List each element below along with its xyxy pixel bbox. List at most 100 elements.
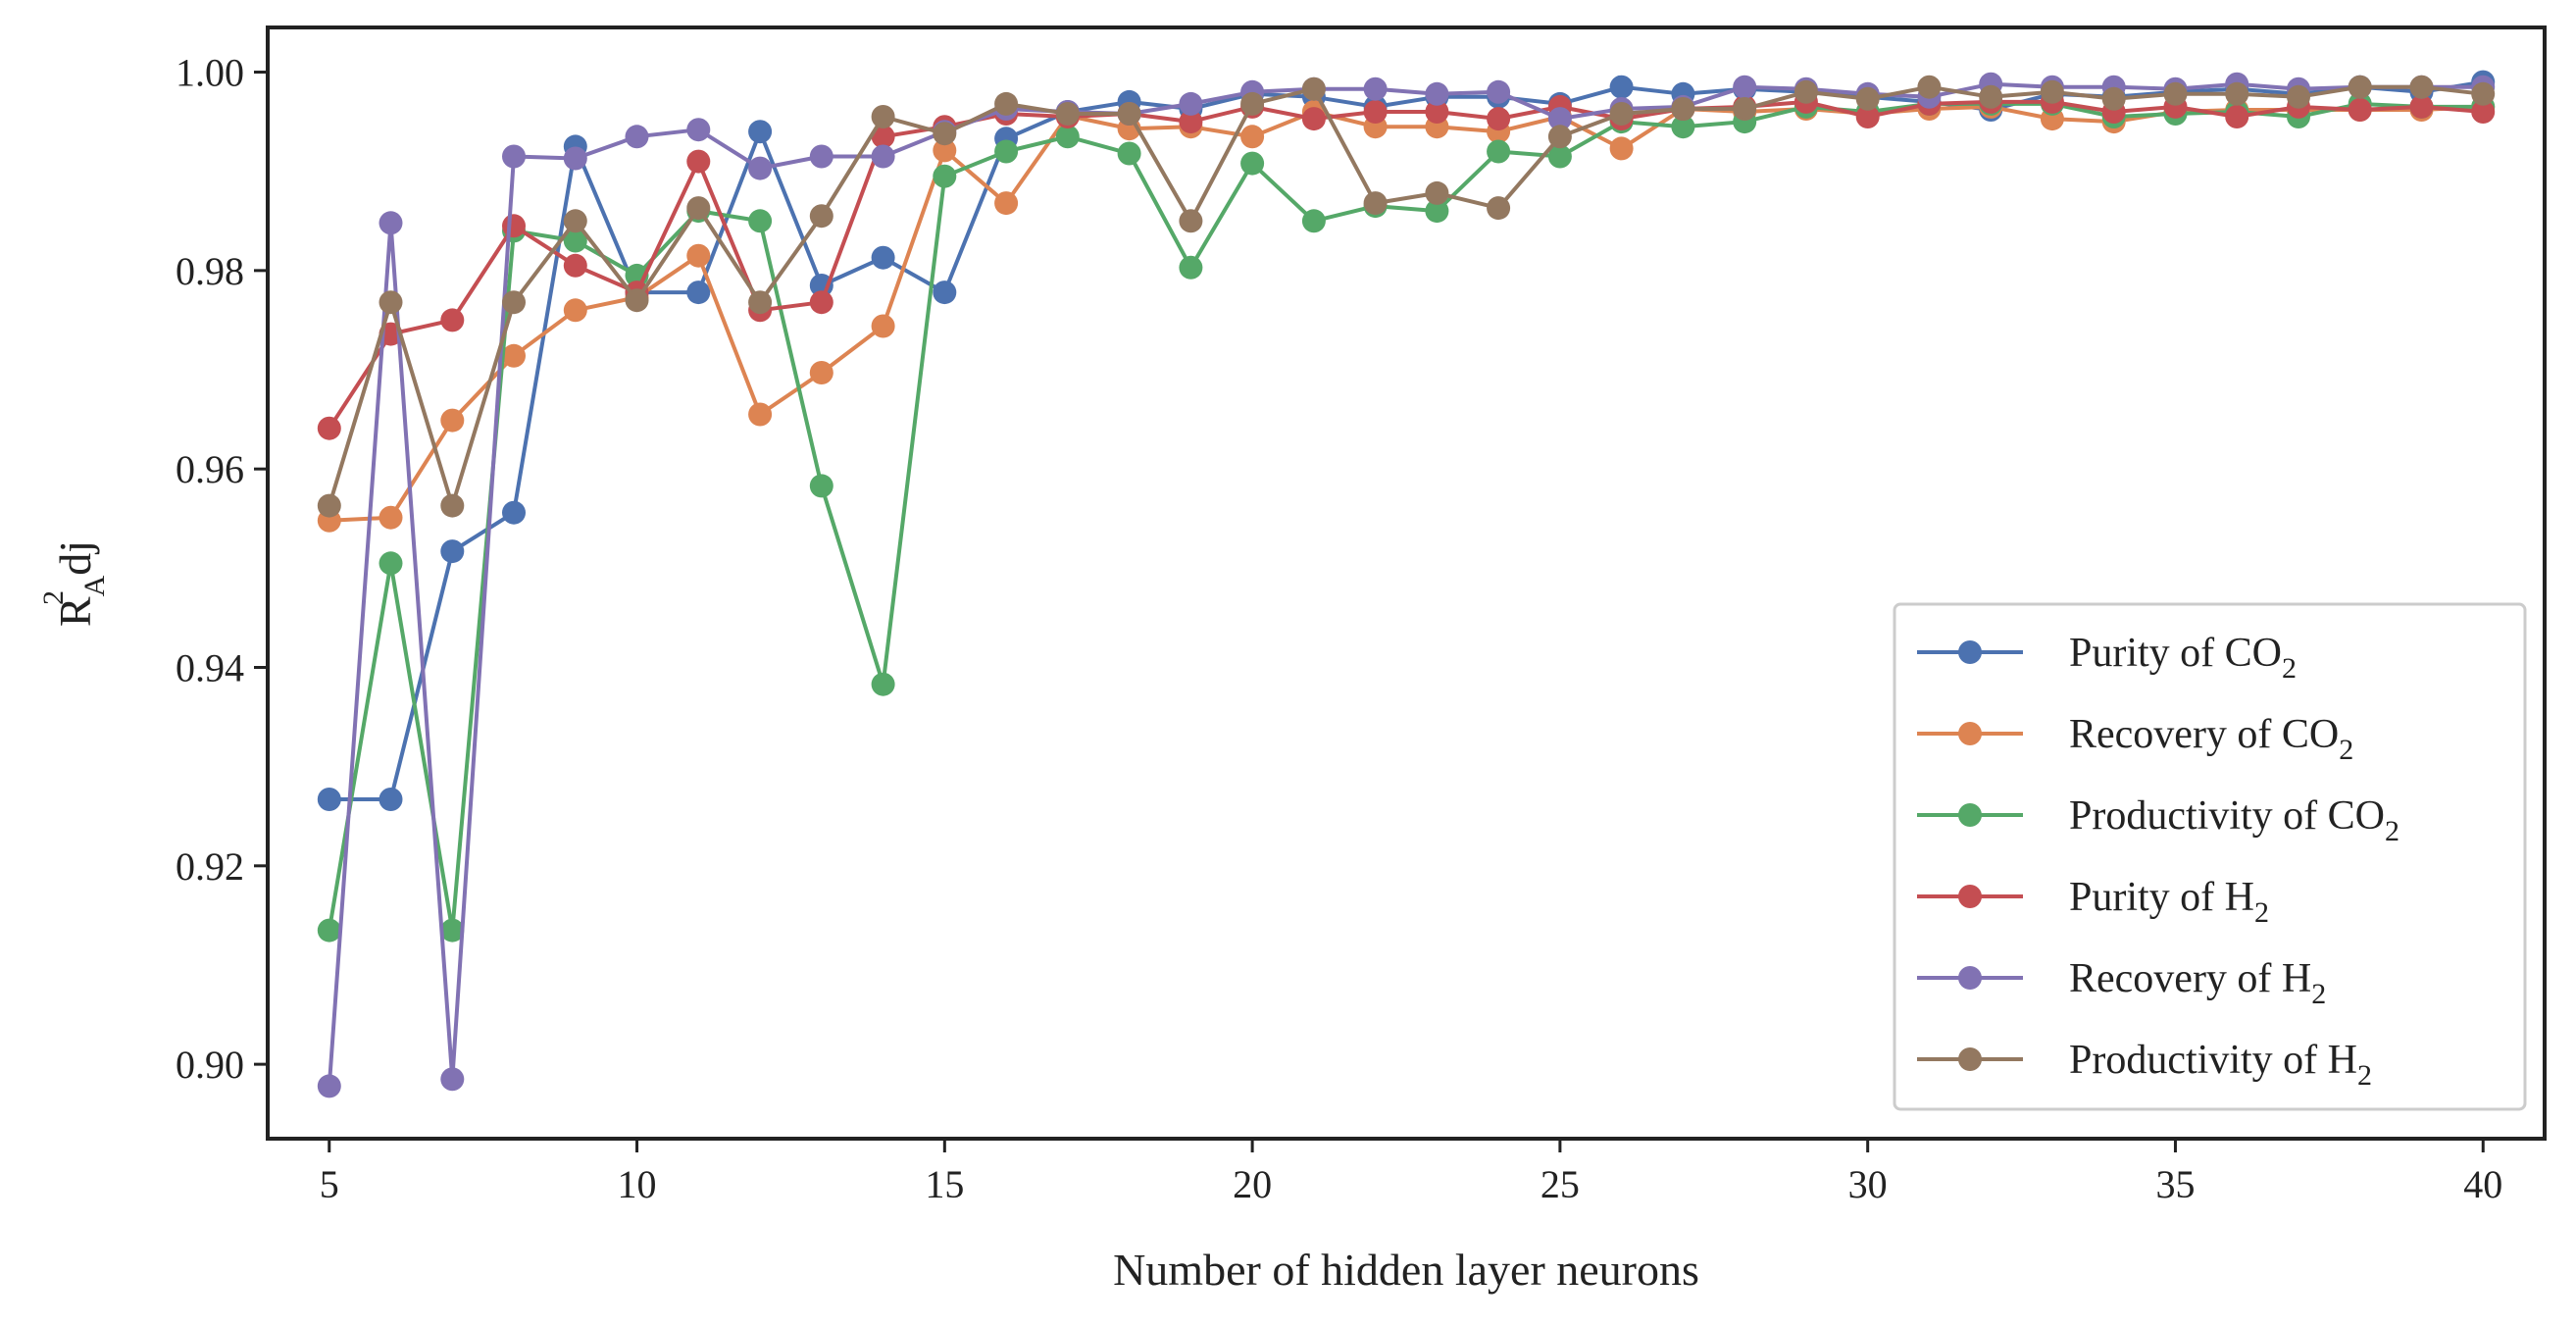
data-point [502, 144, 526, 169]
data-point [1547, 125, 1572, 149]
data-point [502, 500, 526, 525]
data-point [686, 196, 711, 221]
legend-item: Recovery of CO2 [1917, 712, 2353, 766]
data-point [809, 290, 833, 315]
data-point [317, 788, 341, 811]
data-point [748, 120, 773, 144]
data-point [809, 144, 833, 169]
data-point [2348, 75, 2372, 99]
data-point [1917, 75, 1942, 99]
data-point [1425, 100, 1449, 124]
data-point [625, 125, 649, 149]
y-tick-label: 0.98 [176, 249, 244, 293]
data-point [502, 214, 526, 238]
svg-text:RAdj: RAdj [50, 540, 111, 627]
y-axis-label-base: R [50, 596, 100, 627]
data-point [2409, 94, 2434, 119]
data-point [809, 361, 833, 384]
data-point [1240, 125, 1265, 149]
x-axis-label: Number of hidden layer neurons [1113, 1245, 1699, 1295]
data-point [1117, 102, 1141, 126]
legend-item: Purity of H2 [1917, 875, 2269, 929]
data-point [748, 156, 773, 180]
data-point [1301, 107, 1326, 131]
data-point [2471, 100, 2496, 124]
x-tick-label: 5 [320, 1162, 339, 1206]
data-point [748, 290, 773, 315]
data-point [625, 288, 649, 313]
y-tick-label: 0.92 [176, 844, 244, 889]
data-point [1855, 86, 1880, 111]
data-point [1055, 102, 1080, 126]
x-tick-label: 15 [925, 1162, 964, 1206]
y-tick-label: 0.96 [176, 447, 244, 491]
legend-label: Purity of CO2 [2069, 631, 2297, 685]
legend-label-text: Purity of [2069, 875, 2225, 920]
data-point [563, 229, 587, 253]
data-point [1733, 75, 1757, 99]
data-point [1240, 151, 1265, 176]
legend-label: Productivity of CO2 [2069, 793, 2399, 847]
data-point [1301, 209, 1326, 233]
data-point [1793, 79, 1818, 104]
data-point [2471, 81, 2496, 106]
y-tick-label: 0.94 [176, 645, 244, 689]
x-tick-label: 20 [1233, 1162, 1272, 1206]
data-point [871, 245, 895, 270]
data-point [317, 918, 341, 943]
data-point [317, 493, 341, 518]
data-point [1609, 75, 1634, 99]
data-point [1487, 79, 1511, 104]
data-point [994, 91, 1019, 116]
data-point [502, 290, 526, 315]
data-point [1609, 102, 1634, 126]
data-point [994, 191, 1019, 216]
legend-marker [1958, 640, 1982, 664]
legend-item: Productivity of CO2 [1917, 793, 2399, 847]
data-point [686, 280, 711, 305]
legend-label: Recovery of CO2 [2069, 712, 2353, 766]
y-axis-label: RAdj 2 [37, 540, 111, 627]
data-point [379, 290, 403, 315]
data-point [2287, 84, 2310, 109]
data-point [502, 343, 526, 368]
x-tick-label: 30 [1848, 1162, 1888, 1206]
x-axis-ticks: 5 10 15 20 25 30 35 40 [320, 1139, 2502, 1206]
x-tick-label: 25 [1541, 1162, 1580, 1206]
data-point [379, 505, 403, 530]
data-point [686, 149, 711, 174]
data-point [2225, 81, 2249, 106]
data-point [563, 253, 587, 278]
data-point [440, 539, 465, 564]
legend-label-text: Productivity of [2069, 1038, 2328, 1083]
data-point [1179, 255, 1203, 280]
x-tick-label: 40 [2463, 1162, 2502, 1206]
data-point [1363, 100, 1388, 124]
data-point [686, 118, 711, 142]
data-point [748, 209, 773, 233]
data-point [1487, 107, 1511, 131]
data-point [1117, 141, 1141, 166]
data-point [1179, 91, 1203, 116]
data-point [2101, 86, 2126, 111]
data-point [317, 1074, 341, 1098]
data-point [379, 788, 403, 811]
data-point [440, 493, 465, 518]
legend-label-formula: H [2225, 875, 2254, 920]
y-tick-label: 1.00 [176, 51, 244, 95]
data-point [440, 408, 465, 433]
y-axis-ticks: 0.90 0.92 0.94 0.96 0.98 1.00 [176, 51, 268, 1087]
data-point [933, 280, 957, 305]
legend-label-subscript: 2 [2385, 815, 2399, 847]
data-point [440, 308, 465, 332]
data-point [994, 139, 1019, 164]
data-point [871, 144, 895, 169]
data-point [1301, 76, 1326, 101]
data-point [933, 164, 957, 188]
y-tick-label: 0.90 [176, 1043, 244, 1087]
data-point [1363, 191, 1388, 216]
legend-label: Productivity of H2 [2069, 1038, 2372, 1092]
y-axis-label-sub: A [78, 575, 111, 596]
legend-label: Recovery of H2 [2069, 956, 2326, 1010]
data-point [748, 402, 773, 427]
